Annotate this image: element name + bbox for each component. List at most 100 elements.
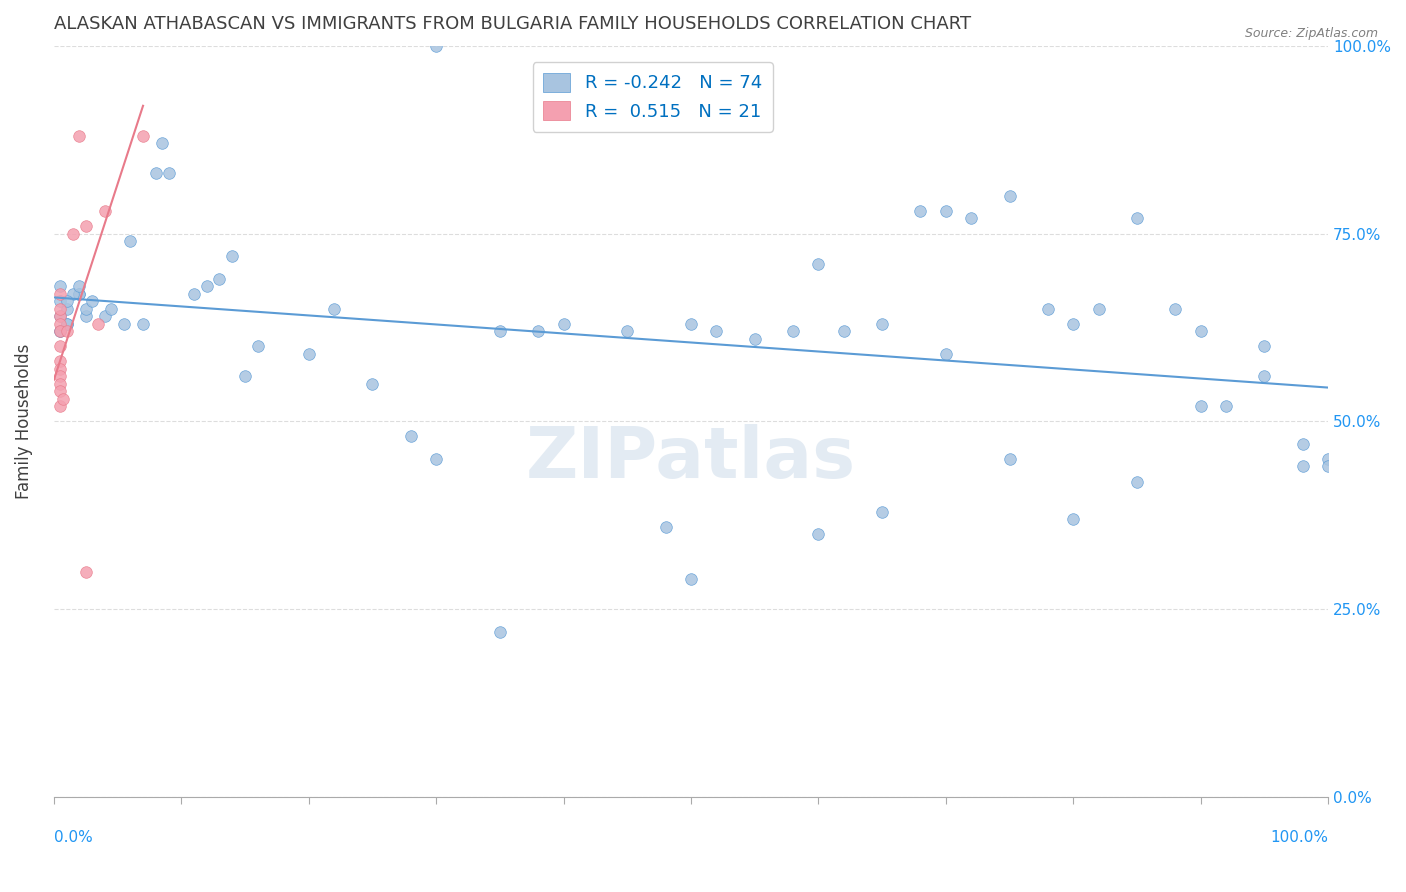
- Point: [1253, 369, 1275, 384]
- Point: [49, 369, 72, 384]
- Point: [679, 317, 702, 331]
- Point: [49, 309, 72, 323]
- Point: [49, 279, 72, 293]
- Point: [55, 294, 77, 309]
- Text: Source: ZipAtlas.com: Source: ZipAtlas.com: [1244, 27, 1378, 40]
- Point: [55, 301, 77, 316]
- Text: 0.0%: 0.0%: [53, 830, 93, 846]
- Point: [112, 317, 135, 331]
- Point: [75, 565, 97, 579]
- Point: [616, 324, 638, 338]
- Point: [1087, 301, 1109, 316]
- Point: [1291, 459, 1313, 474]
- Point: [361, 376, 384, 391]
- Point: [298, 347, 321, 361]
- Point: [49, 317, 72, 331]
- Point: [49, 400, 72, 414]
- Point: [49, 324, 72, 338]
- Point: [49, 294, 72, 309]
- Point: [1062, 317, 1084, 331]
- Point: [1317, 459, 1340, 474]
- Point: [1062, 512, 1084, 526]
- Point: [87, 317, 110, 331]
- Point: [744, 332, 766, 346]
- Point: [807, 527, 830, 541]
- Point: [553, 317, 575, 331]
- Point: [1317, 452, 1340, 467]
- Point: [94, 204, 117, 219]
- Point: [527, 324, 550, 338]
- Point: [49, 339, 72, 353]
- Point: [1215, 400, 1237, 414]
- Point: [94, 309, 117, 323]
- Point: [870, 317, 893, 331]
- Point: [52, 392, 75, 406]
- Point: [67, 286, 90, 301]
- Text: 100.0%: 100.0%: [1270, 830, 1329, 846]
- Point: [782, 324, 804, 338]
- Point: [910, 204, 932, 219]
- Point: [208, 271, 231, 285]
- Point: [706, 324, 728, 338]
- Point: [425, 452, 447, 467]
- Point: [935, 204, 957, 219]
- Point: [1189, 324, 1212, 338]
- Point: [145, 166, 167, 180]
- Point: [998, 452, 1021, 467]
- Y-axis label: Family Households: Family Households: [15, 343, 32, 500]
- Text: ALASKAN ATHABASCAN VS IMMIGRANTS FROM BULGARIA FAMILY HOUSEHOLDS CORRELATION CHA: ALASKAN ATHABASCAN VS IMMIGRANTS FROM BU…: [53, 15, 972, 33]
- Point: [62, 286, 84, 301]
- Point: [55, 317, 77, 331]
- Point: [132, 128, 155, 143]
- Point: [120, 234, 142, 248]
- Point: [1189, 400, 1212, 414]
- Point: [75, 309, 97, 323]
- Point: [75, 219, 97, 233]
- Point: [935, 347, 957, 361]
- Point: [1036, 301, 1059, 316]
- Point: [1291, 437, 1313, 451]
- Point: [1126, 475, 1149, 489]
- Point: [998, 189, 1021, 203]
- Point: [150, 136, 173, 151]
- Point: [55, 317, 77, 331]
- Point: [654, 519, 676, 533]
- Point: [246, 339, 269, 353]
- Point: [49, 376, 72, 391]
- Point: [1126, 211, 1149, 226]
- Point: [233, 369, 256, 384]
- Point: [100, 301, 122, 316]
- Point: [49, 361, 72, 376]
- Point: [49, 286, 72, 301]
- Point: [183, 286, 205, 301]
- Point: [1253, 339, 1275, 353]
- Point: [80, 294, 103, 309]
- Legend: R = -0.242   N = 74, R =  0.515   N = 21: R = -0.242 N = 74, R = 0.515 N = 21: [533, 62, 773, 132]
- Point: [221, 249, 243, 263]
- Point: [425, 38, 447, 53]
- Point: [49, 324, 72, 338]
- Point: [323, 301, 346, 316]
- Point: [195, 279, 218, 293]
- Point: [807, 256, 830, 270]
- Point: [75, 301, 97, 316]
- Point: [399, 429, 422, 443]
- Point: [870, 504, 893, 518]
- Point: [49, 309, 72, 323]
- Point: [157, 166, 180, 180]
- Point: [67, 286, 90, 301]
- Point: [55, 324, 77, 338]
- Point: [679, 572, 702, 586]
- Point: [132, 317, 155, 331]
- Point: [49, 384, 72, 399]
- Point: [1164, 301, 1187, 316]
- Text: ZIPatlas: ZIPatlas: [526, 425, 856, 493]
- Point: [489, 324, 512, 338]
- Point: [960, 211, 983, 226]
- Point: [67, 128, 90, 143]
- Point: [49, 301, 72, 316]
- Point: [67, 279, 90, 293]
- Point: [832, 324, 855, 338]
- Point: [62, 227, 84, 241]
- Point: [49, 324, 72, 338]
